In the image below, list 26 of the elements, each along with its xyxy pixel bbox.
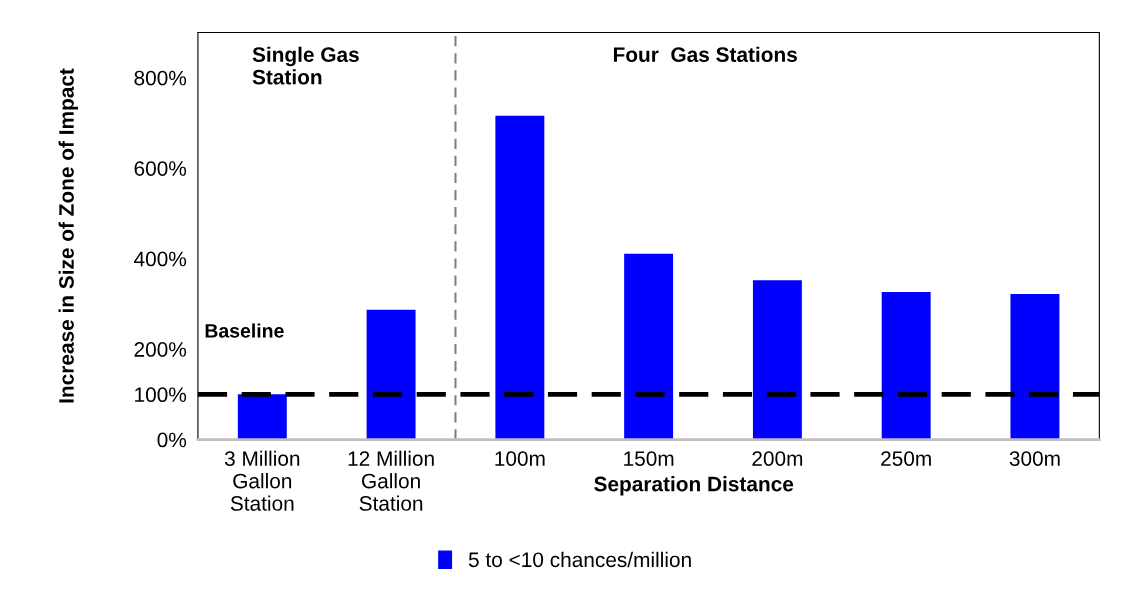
y-tick-label: 200% <box>134 342 187 357</box>
x-tick-label: 100m <box>495 451 545 466</box>
x-tick-label: 150m <box>624 451 674 466</box>
bar <box>752 280 802 440</box>
annotation: Four Gas Stations <box>613 46 797 62</box>
ref-line-label: Baseline <box>205 323 284 338</box>
bar <box>881 292 931 440</box>
x-tick-label: 12 Million Gallon Station <box>348 450 434 511</box>
x-tick-label: 250m <box>881 451 931 466</box>
annotation: Single Gas Station <box>252 46 359 85</box>
x-axis-title: Separation Distance <box>594 476 794 496</box>
y-tick-label: 400% <box>134 251 187 267</box>
legend-label: 5 to <10 chances/million <box>468 551 691 568</box>
bar <box>366 309 416 440</box>
x-tick-label: 300m <box>1009 451 1060 466</box>
bar <box>624 253 674 440</box>
bar <box>495 115 545 440</box>
x-tick-label: 200m <box>752 451 803 466</box>
y-tick-label: 600% <box>134 161 187 176</box>
y-tick-label: 100% <box>135 387 187 403</box>
y-tick-label: 800% <box>134 70 187 86</box>
x-tick-label: 3 Million Gallon Station <box>224 450 300 511</box>
bar <box>237 394 287 440</box>
y-axis-title: Increase in Size of Zone of Impact <box>58 68 78 403</box>
y-tick-label: 0% <box>157 432 187 448</box>
bar <box>1010 293 1060 440</box>
